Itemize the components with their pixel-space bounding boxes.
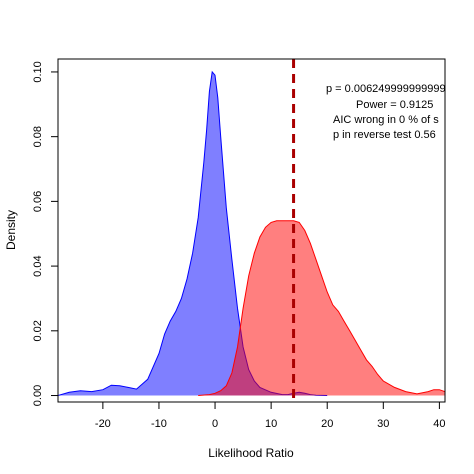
y-axis-title: Density (4, 210, 18, 250)
y-tick-label: 0.00 (32, 385, 44, 406)
annotation-p-value: p = 0.006249999999999 (326, 83, 446, 95)
y-tick-label: 0.02 (32, 320, 44, 341)
x-tick-label: -20 (95, 418, 111, 430)
x-tick-label: 40 (433, 418, 445, 430)
x-tick-label: 20 (321, 418, 333, 430)
x-tick-label: 10 (265, 418, 277, 430)
annotation-power: Power = 0.9125 (356, 99, 433, 111)
y-axis: 0.00 0.02 0.04 0.06 0.08 0.10 (32, 61, 59, 406)
annotation-aic: AIC wrong in 0 % of s (333, 114, 439, 126)
annotation-block: p = 0.006249999999999 Power = 0.9125 AIC… (326, 83, 446, 141)
y-tick-label: 0.10 (32, 61, 44, 82)
x-tick-label: 30 (377, 418, 389, 430)
density-area-2 (198, 220, 445, 396)
x-axis: -20 -10 0 10 20 30 40 (95, 401, 446, 430)
x-axis-title: Likelihood Ratio (208, 446, 294, 460)
x-tick-label: -10 (151, 418, 167, 430)
y-tick-label: 0.08 (32, 126, 44, 147)
density-area-1 (58, 71, 328, 396)
y-tick-label: 0.04 (32, 255, 44, 276)
y-tick-label: 0.06 (32, 191, 44, 212)
annotation-reverse-test: p in reverse test 0.56 (333, 129, 436, 141)
series-layer (58, 70, 445, 396)
x-tick-label: 0 (212, 418, 218, 430)
density-line-2 (198, 220, 445, 396)
